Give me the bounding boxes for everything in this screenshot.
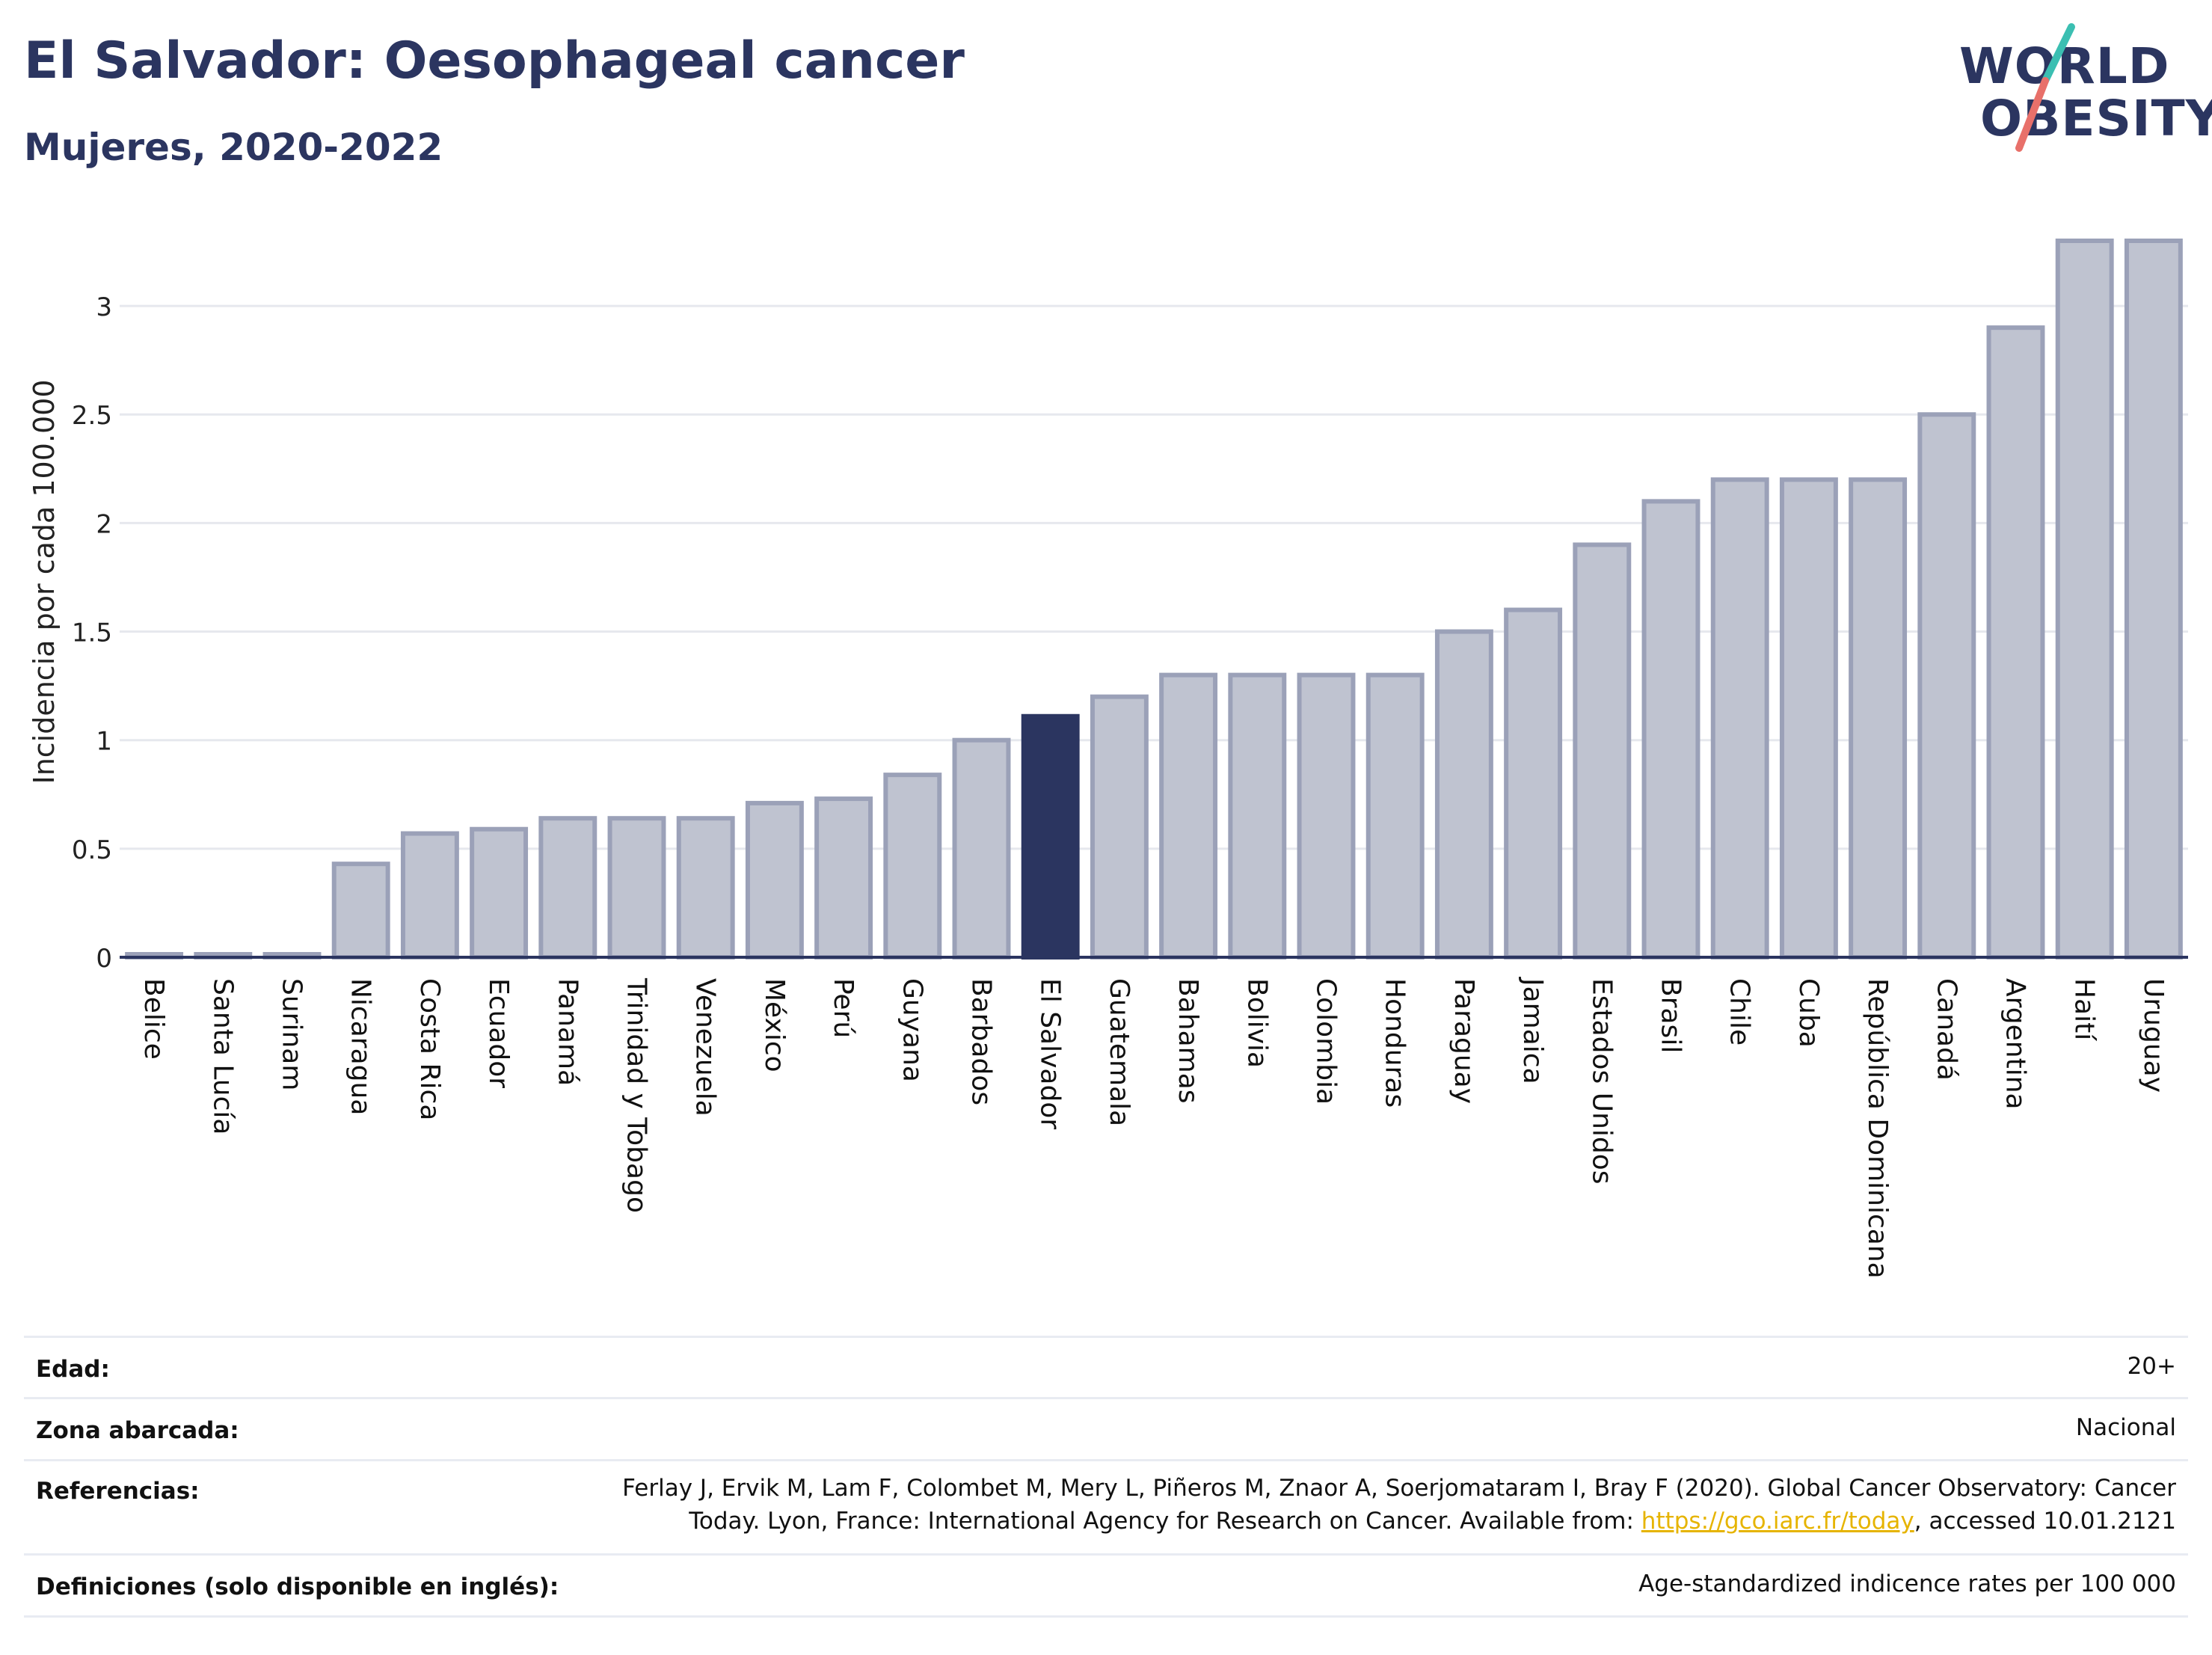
bar-chile	[1710, 477, 1769, 959]
bar-argentina	[1986, 325, 2045, 959]
x-tick-label: Santa Lucía	[207, 978, 238, 1134]
x-tick-label: Ecuador	[483, 978, 514, 1088]
x-tick-label: Trinidad y Tobago	[621, 977, 652, 1213]
info-value: Ferlay J, Ervik M, Lam F, Colombet M, Me…	[622, 1472, 2176, 1538]
page-title: El Salvador: Oesophageal cancer	[24, 31, 965, 90]
x-tick-label: Jamaica	[1517, 977, 1548, 1084]
y-tick-label: 0.5	[72, 835, 112, 865]
bar-costa-rica	[400, 831, 459, 959]
logo-line-2: OBESITY	[1980, 90, 2212, 147]
info-value: 20+	[2127, 1353, 2176, 1380]
y-tick-label: 1	[96, 727, 112, 757]
info-key: Referencias:	[36, 1478, 200, 1505]
reference-text: Today. Lyon, France: International Agenc…	[689, 1508, 1641, 1535]
x-tick-label: Perú	[828, 978, 858, 1038]
y-tick-labels: 0 0.5 1 1.5 2 2.5 3	[72, 292, 112, 974]
x-tick-label: República Dominicana	[1862, 978, 1893, 1279]
x-tick-label: Estados Unidos	[1586, 978, 1617, 1185]
reference-link[interactable]: https://gco.iarc.fr/today	[1641, 1508, 1914, 1535]
bar-cuba	[1779, 477, 1838, 959]
info-row-definiciones: Definiciones (solo disponible en inglés)…	[24, 1553, 2188, 1617]
x-tick-labels: Belice Santa Lucía Surinam Nicaragua Costa R…	[138, 977, 2169, 1279]
info-value: Nacional	[2075, 1414, 2176, 1441]
y-tick-label: 3	[96, 292, 112, 322]
x-tick-label: México	[759, 978, 790, 1072]
x-tick-label: Bolivia	[1241, 978, 1272, 1068]
bar-venezuela	[676, 816, 735, 959]
page-subtitle: Mujeres, 2020-2022	[24, 126, 443, 169]
info-divider	[24, 1615, 2188, 1618]
info-row-edad: Edad: 20+	[24, 1336, 2188, 1398]
bar-colombia	[1297, 672, 1356, 960]
logo-slash-icon	[2015, 23, 2075, 152]
reference-accessed: , accessed 10.01.2121	[1914, 1508, 2176, 1535]
x-tick-label: Cuba	[1793, 978, 1824, 1048]
x-tick-label: Brasil	[1656, 978, 1686, 1053]
bar-ecuador	[470, 826, 529, 959]
bar-jamaica	[1504, 607, 1563, 959]
bar-perú	[814, 796, 873, 959]
reference-line-2: Today. Lyon, France: International Agenc…	[622, 1505, 2176, 1538]
bar-haití	[2055, 239, 2114, 959]
x-tick-label: Argentina	[2000, 978, 2031, 1110]
bar-guatemala	[1090, 694, 1149, 959]
x-tick-label: Chile	[1724, 978, 1755, 1045]
info-key: Zona abarcada:	[36, 1417, 239, 1444]
x-tick-label: Surinam	[277, 978, 307, 1090]
bar-guyana	[883, 773, 942, 960]
x-tick-label: Canadá	[1931, 978, 1961, 1081]
info-row-referencias: Referencias: Ferlay J, Ervik M, Lam F, C…	[24, 1459, 2188, 1554]
y-tick-label: 0	[96, 944, 112, 974]
x-tick-label: Uruguay	[2138, 978, 2169, 1093]
x-tick-label: Panamá	[552, 978, 583, 1086]
info-row-zona: Zona abarcada: Nacional	[24, 1397, 2188, 1461]
bar-méxico	[745, 800, 804, 960]
bar-panamá	[538, 816, 597, 959]
bar-trinidad-y-tobago	[607, 816, 666, 959]
bar-chart: Belice Santa Lucía Surinam Nicaragua Costa R…	[28, 239, 2188, 1279]
x-tick-label: Barbados	[966, 978, 997, 1105]
bar-uruguay	[2124, 239, 2183, 959]
bar-el-salvador	[1021, 713, 1080, 959]
bar-honduras	[1365, 672, 1425, 960]
x-tick-label: Venezuela	[690, 978, 721, 1117]
x-tick-label: Honduras	[1380, 978, 1410, 1108]
info-key: Definiciones (solo disponible en inglés)…	[36, 1573, 559, 1600]
bar-canadá	[1917, 412, 1976, 959]
y-tick-label: 1.5	[72, 618, 112, 648]
bar-bahamas	[1159, 672, 1218, 960]
x-tick-label: Paraguay	[1448, 978, 1479, 1104]
grid-lines	[120, 304, 2188, 850]
x-tick-label: Belice	[138, 978, 169, 1060]
info-key: Edad:	[36, 1356, 110, 1383]
x-tick-label: Costa Rica	[414, 978, 445, 1120]
bar-brasil	[1641, 499, 1701, 959]
bar-república-dominicana	[1849, 477, 1908, 959]
bar-paraguay	[1434, 629, 1493, 960]
reference-line-1: Ferlay J, Ervik M, Lam F, Colombet M, Me…	[622, 1475, 2176, 1502]
bar-nicaragua	[331, 862, 390, 959]
y-axis-label: Incidencia por cada 100.000	[28, 379, 61, 784]
y-tick-label: 2.5	[72, 401, 112, 431]
info-value: Age-standardized indicence rates per 100…	[1638, 1570, 2176, 1597]
x-tick-label: El Salvador	[1035, 978, 1066, 1129]
x-tick-label: Bahamas	[1173, 978, 1203, 1104]
y-tick-label: 2	[96, 509, 112, 539]
x-tick-label: Colombia	[1311, 978, 1342, 1105]
bar-estados-unidos	[1573, 542, 1632, 959]
bars	[120, 239, 2188, 960]
bar-barbados	[952, 737, 1011, 959]
x-tick-label: Guyana	[897, 978, 927, 1082]
world-obesity-logo: WORLD OBESITY	[1944, 21, 2212, 171]
x-tick-label: Guatemala	[1104, 978, 1134, 1126]
x-tick-label: Nicaragua	[345, 978, 376, 1115]
x-tick-label: Haití	[2069, 978, 2100, 1041]
bar-bolivia	[1228, 672, 1287, 960]
